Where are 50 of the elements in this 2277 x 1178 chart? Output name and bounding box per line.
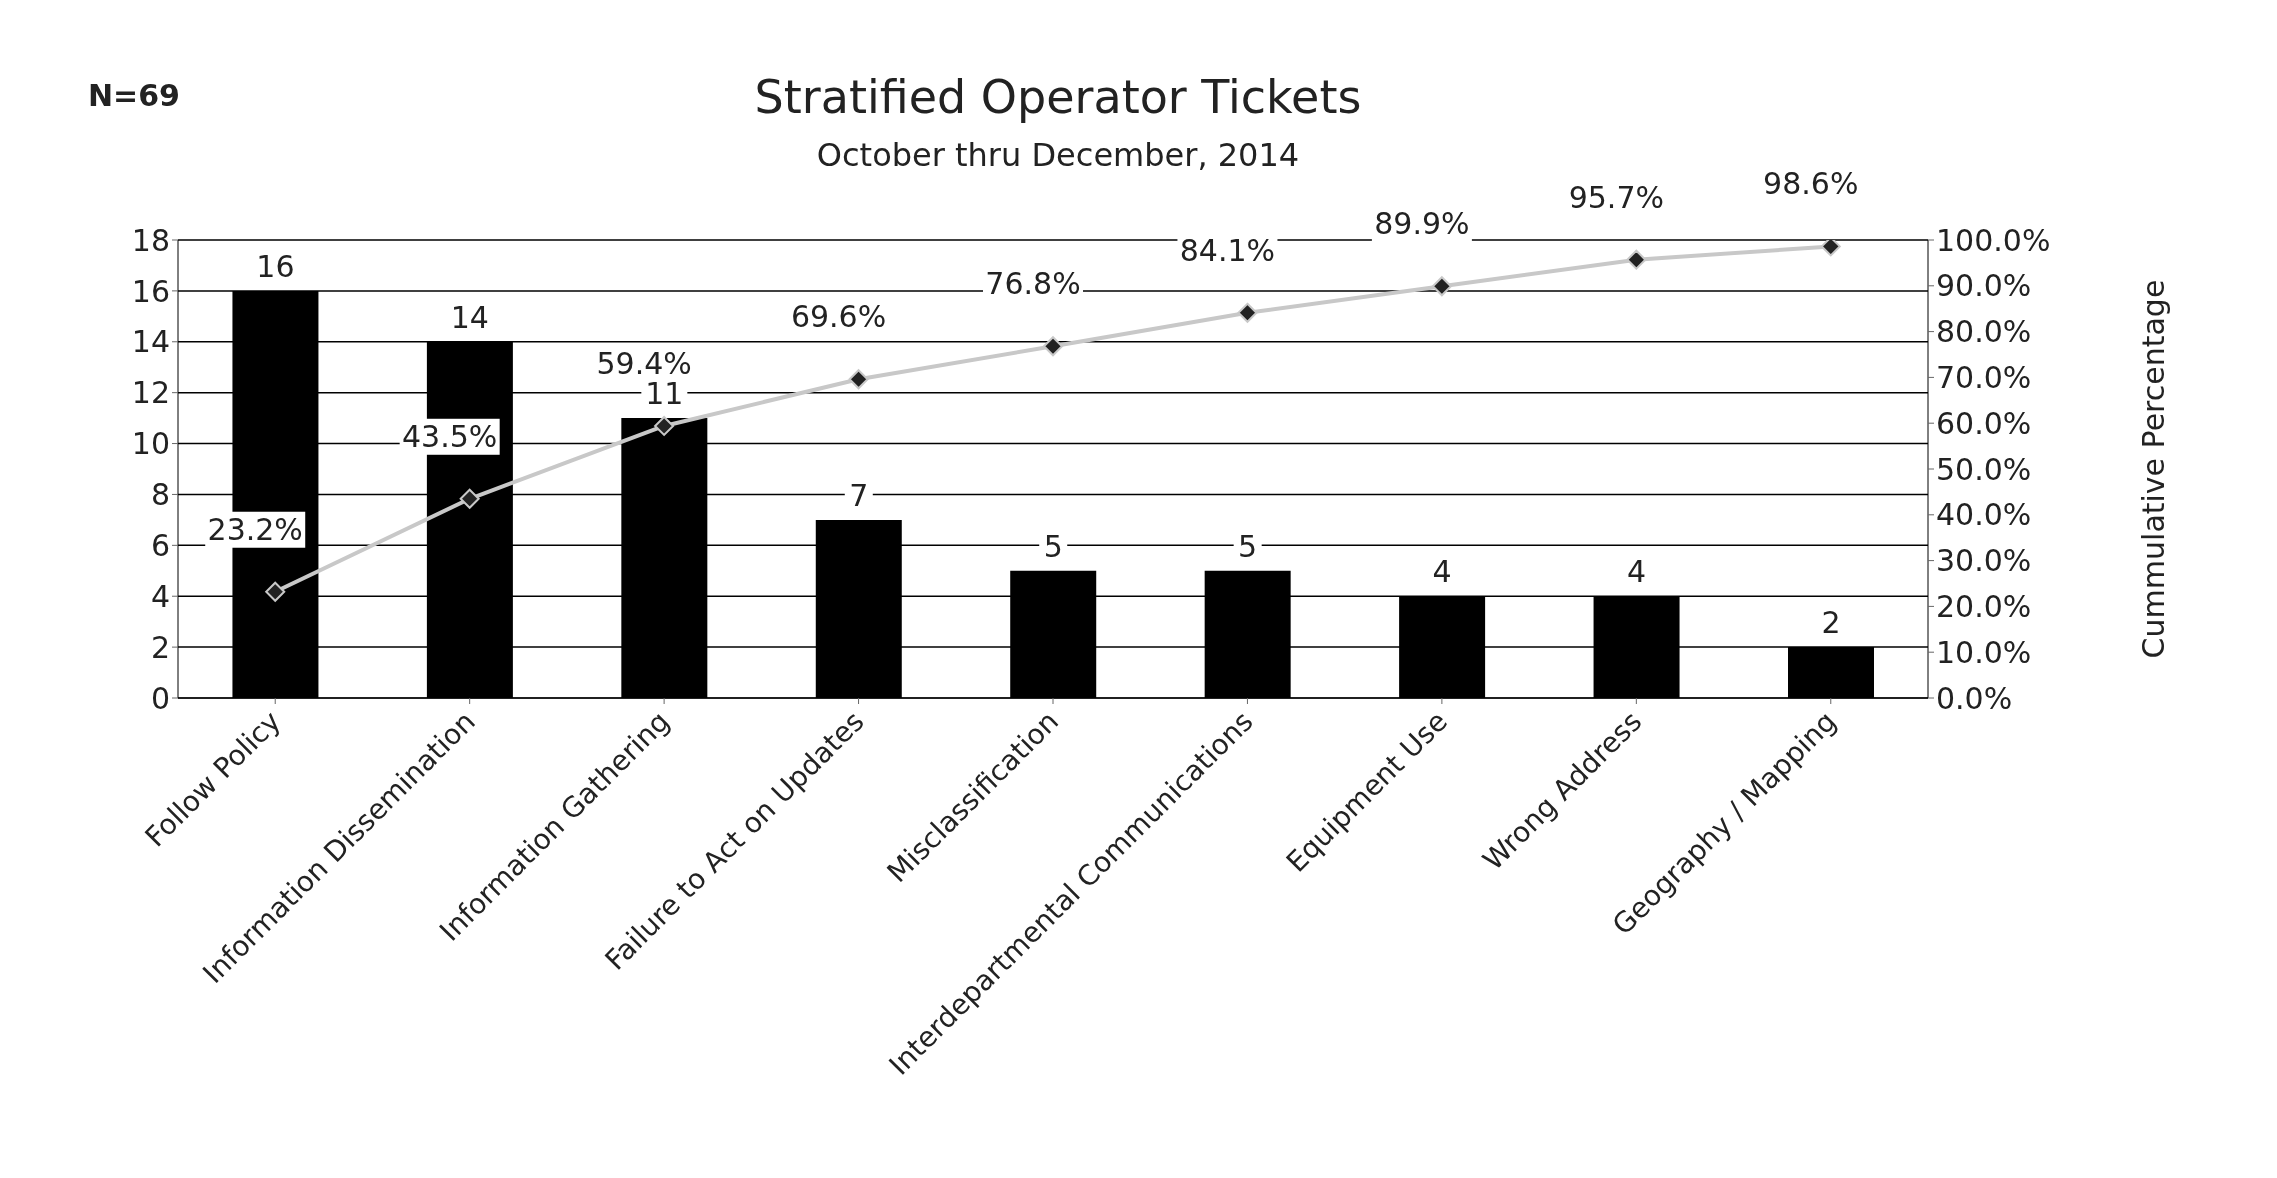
y2-tick-label: 70.0% xyxy=(1936,360,2032,396)
y2-tick-label: 10.0% xyxy=(1936,634,2032,670)
y-tick-label: 0 xyxy=(150,680,170,716)
data-label: 43.5% xyxy=(402,418,498,454)
y2-tick-label: 90.0% xyxy=(1936,268,2032,304)
data-label: 16 xyxy=(256,248,295,284)
y2-axis-title: Cummulative Percentage xyxy=(2135,279,2171,659)
data-label: 5 xyxy=(1043,528,1063,564)
point xyxy=(459,488,480,509)
data-label: 5 xyxy=(1238,528,1258,564)
data-label: 23.2% xyxy=(207,511,303,547)
text: N=69 xyxy=(88,78,180,113)
y-tick-label: 4 xyxy=(150,578,170,614)
point xyxy=(1043,336,1063,357)
data-label: 2 xyxy=(1821,605,1841,641)
data-label: 14 xyxy=(450,299,489,335)
data-label: 76.8% xyxy=(985,266,1081,302)
y2-tick-label: 50.0% xyxy=(1936,451,2032,487)
chart-title: Stratified Operator Tickets xyxy=(754,70,1362,124)
y-tick-label: 14 xyxy=(131,324,170,360)
point xyxy=(654,415,675,436)
data-label: 84.1% xyxy=(1179,232,1276,268)
data-label: 4 xyxy=(1432,554,1452,590)
data-label: 7 xyxy=(849,477,869,513)
y-tick-label: 16 xyxy=(131,273,170,309)
y2-tick-label: 0.0% xyxy=(1936,680,2013,716)
data-label: 95.7% xyxy=(1568,179,1664,215)
data-label: 98.6% xyxy=(1763,166,1859,202)
y2-tick-label: 30.0% xyxy=(1936,543,2032,579)
y-tick-label: 8 xyxy=(150,477,170,513)
point xyxy=(1237,302,1258,323)
y2-tick-label: 80.0% xyxy=(1936,314,2032,350)
point xyxy=(1431,276,1452,297)
y2-tick-label: 100.0% xyxy=(1936,222,2051,258)
y-tick-label: 6 xyxy=(150,527,170,563)
y-tick-label: 10 xyxy=(131,426,170,462)
y-tick-label: 18 xyxy=(131,222,170,258)
data-label: 4 xyxy=(1627,554,1647,590)
data-label: 69.6% xyxy=(790,299,887,335)
point xyxy=(1626,249,1647,270)
point xyxy=(1820,240,1841,257)
point xyxy=(848,369,869,390)
y2-tick-label: 60.0% xyxy=(1936,405,2032,441)
data-label: 89.9% xyxy=(1374,206,1470,242)
point xyxy=(265,581,286,602)
y2-tick-label: 40.0% xyxy=(1936,497,2032,533)
chart-subtitle: October thru December, 2014 xyxy=(816,136,1300,174)
y2-tick-label: 20.0% xyxy=(1936,589,2032,625)
y-tick-label: 2 xyxy=(150,629,170,665)
y-tick-label: 12 xyxy=(131,375,170,411)
